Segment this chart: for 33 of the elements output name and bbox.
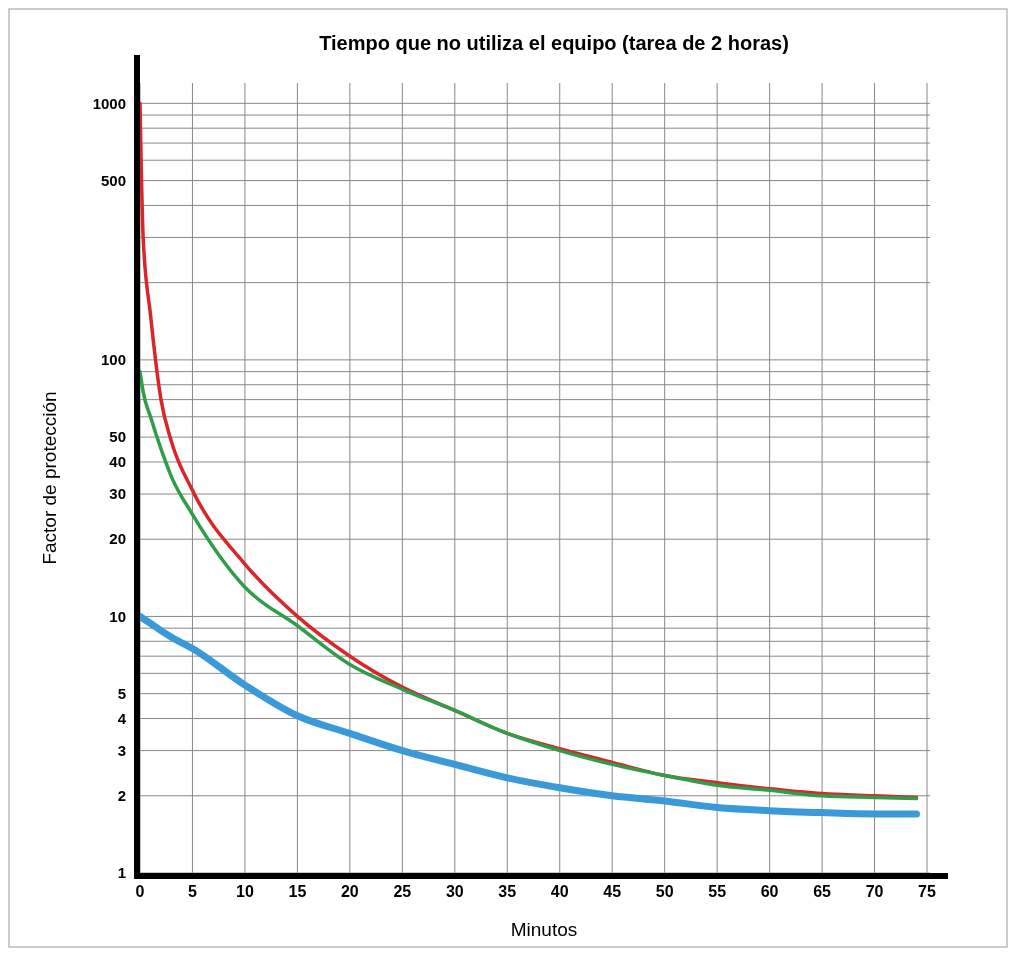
x-tick-label: 35	[498, 883, 517, 900]
y-tick-label: 20	[109, 530, 126, 548]
y-tick-label: 500	[100, 171, 126, 189]
chart-title: Tiempo que no utiliza el equipo (tarea de 2 horas)	[319, 32, 789, 54]
x-tick-label: 50	[655, 883, 674, 900]
line-series	[138, 369, 919, 801]
y-tick-label: 4	[117, 709, 127, 727]
y-tick-label: 1	[117, 864, 126, 882]
y-axis-title: Factor de protección	[39, 391, 60, 565]
y-tick-label: 2	[117, 787, 126, 805]
x-tick-label: 75	[918, 883, 937, 900]
x-tick-label: 65	[813, 883, 832, 900]
x-tick-label: 45	[603, 883, 622, 900]
y-tick-label: 30	[109, 485, 126, 503]
x-tick-label: 15	[288, 883, 307, 900]
y-tick-label: 5	[117, 684, 126, 702]
x-tick-label: 5	[188, 883, 198, 900]
y-tick-label: 10	[109, 607, 126, 625]
x-tick-label: 20	[340, 883, 359, 900]
x-tick-label: 55	[708, 883, 727, 900]
y-tick-label: 1000	[92, 94, 126, 112]
x-tick-label: 40	[550, 883, 569, 900]
x-axis-title: Minutos	[510, 919, 578, 940]
x-tick-label: 30	[445, 883, 464, 900]
x-tick-label: 0	[135, 883, 145, 900]
x-tick-label: 60	[760, 883, 779, 900]
y-tick-label: 40	[109, 453, 126, 471]
x-tick-label: 10	[236, 883, 254, 900]
x-tick-label: 25	[393, 883, 412, 900]
y-tick-label: 100	[100, 351, 126, 369]
x-tick-label: 70	[865, 883, 884, 900]
y-tick-label: 3	[117, 741, 126, 759]
y-tick-label: 50	[109, 428, 126, 446]
